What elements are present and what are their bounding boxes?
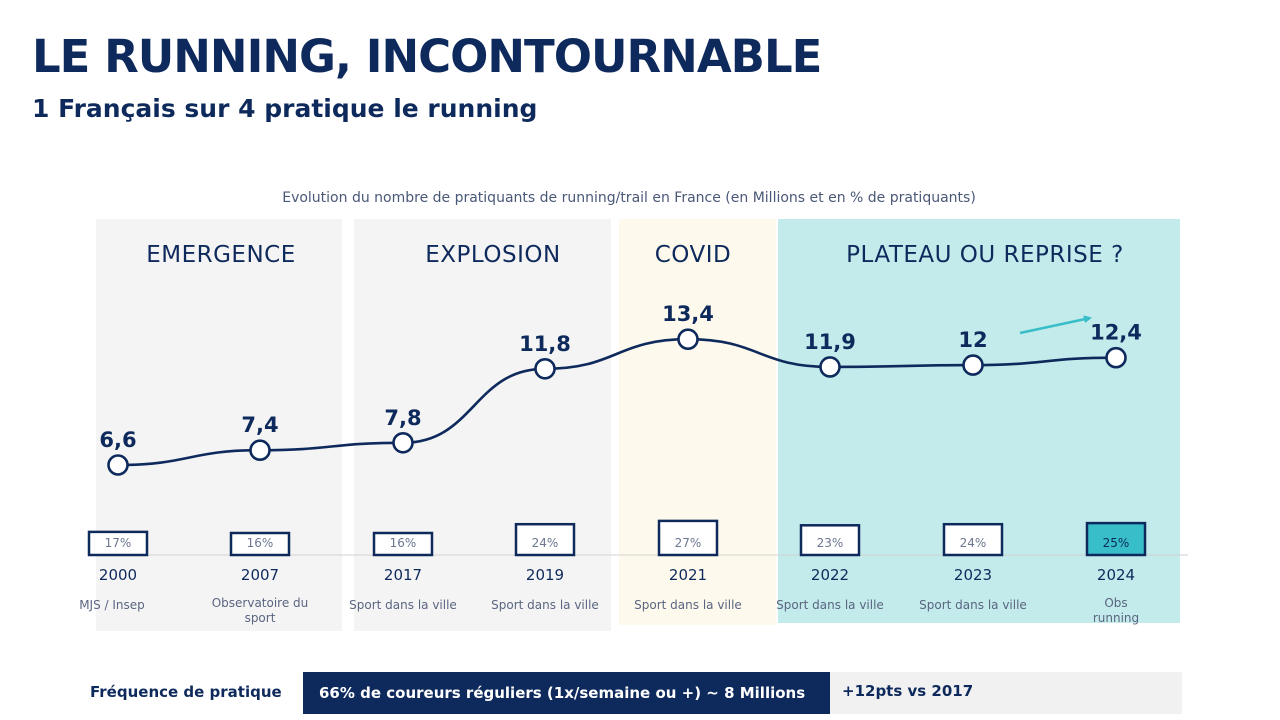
series-line: [117, 337, 1117, 467]
source-label: Sport dans la ville: [634, 598, 742, 612]
slide-title: LE RUNNING, INCONTOURNABLE: [32, 30, 822, 83]
percentage-box: [87, 530, 149, 557]
data-point: [392, 431, 414, 454]
percentage-label: 16%: [247, 536, 274, 550]
x-tick-label: 2019: [526, 566, 564, 584]
phase-label: PLATEAU OU REPRISE ?: [846, 242, 1124, 268]
value-label: 12,4: [1090, 321, 1142, 345]
data-point: [534, 357, 556, 380]
source-label: Sport dans la ville: [491, 598, 599, 612]
value-label: 11,8: [519, 332, 571, 356]
value-label: 7,8: [384, 406, 421, 430]
phase-band: [778, 219, 1180, 623]
phase-band: [354, 219, 611, 631]
phase-label: COVID: [655, 242, 732, 268]
percentage-label: 17%: [105, 536, 132, 550]
x-tick-label: 2024: [1097, 566, 1135, 584]
data-point: [249, 439, 271, 462]
value-label: 7,4: [241, 413, 278, 437]
x-tick-label: 2022: [811, 566, 849, 584]
phase-label: EMERGENCE: [146, 242, 296, 268]
frequency-main-value: 66% de coureurs réguliers (1x/semaine ou…: [303, 672, 830, 714]
source-label: Observatoire du: [212, 596, 309, 610]
percentage-label: 27%: [675, 536, 702, 550]
percentage-label: 23%: [817, 536, 844, 550]
value-label: 12: [958, 328, 987, 352]
x-tick-label: 2007: [241, 566, 279, 584]
frequency-delta: +12pts vs 2017: [830, 672, 1182, 714]
x-tick-label: 2017: [384, 566, 422, 584]
percentage-box: [229, 531, 291, 557]
percentage-label: 24%: [960, 536, 987, 550]
x-tick-label: 2000: [99, 566, 137, 584]
percentage-label: 25%: [1103, 536, 1130, 550]
trend-arrow: [1019, 315, 1092, 335]
source-label: Sport dans la ville: [776, 598, 884, 612]
value-label: 13,4: [662, 302, 714, 326]
source-label: Sport dans la ville: [349, 598, 457, 612]
source-label: Obs: [1104, 596, 1127, 610]
value-label: 11,9: [804, 330, 856, 354]
slide-subtitle: 1 Français sur 4 pratique le running: [32, 94, 538, 123]
source-label: Sport dans la ville: [919, 598, 1027, 612]
phase-label: EXPLOSION: [425, 242, 560, 268]
frequency-label: Fréquence de pratique: [90, 683, 282, 701]
percentage-box: [514, 522, 576, 557]
source-label: running: [1093, 611, 1139, 625]
percentage-box: [799, 524, 861, 557]
percentage-label: 16%: [390, 536, 417, 550]
percentage-box: [1085, 521, 1147, 557]
percentage-label: 24%: [532, 536, 559, 550]
percentage-box: [942, 522, 1004, 557]
phase-band: [96, 219, 342, 631]
source-label: sport: [245, 611, 276, 625]
data-point: [107, 454, 129, 476]
data-point: [962, 354, 984, 376]
source-label: MJS / Insep: [79, 598, 145, 612]
percentage-box: [372, 531, 434, 557]
chart-title: Evolution du nombre de pratiquants de ru…: [282, 190, 976, 206]
data-point: [1105, 346, 1127, 369]
percentage-box: [657, 519, 719, 557]
x-tick-label: 2021: [669, 566, 707, 584]
x-tick-label: 2023: [954, 566, 992, 584]
value-label: 6,6: [99, 428, 136, 452]
phase-band: [619, 219, 776, 625]
data-point: [677, 328, 699, 351]
data-point: [819, 356, 841, 378]
